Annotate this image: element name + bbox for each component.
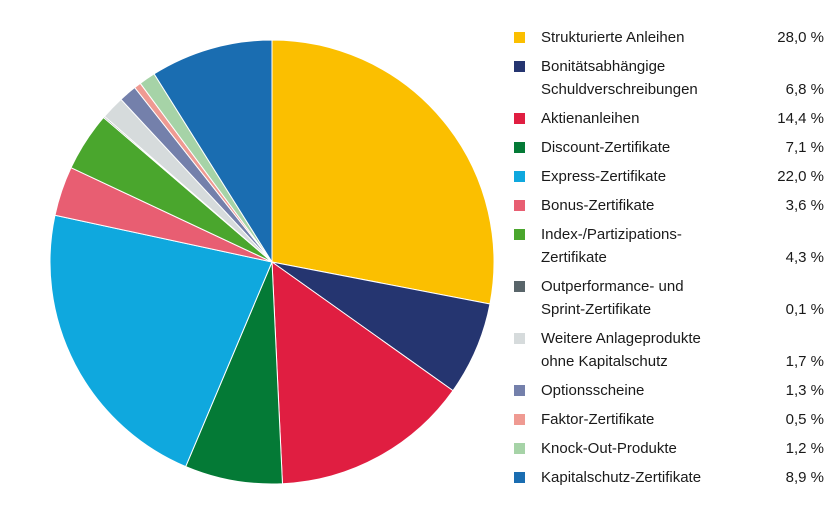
legend-value: 14,4 %: [777, 110, 824, 127]
legend-label: Express-Zertifikate: [541, 168, 667, 185]
legend-swatch: [514, 281, 525, 292]
legend: Strukturierte Anleihen 28,0 % Bonitätsabhä…: [514, 26, 824, 495]
legend-swatch: [514, 229, 525, 240]
pie-slice-3: [271, 261, 454, 485]
legend-item: Strukturierte Anleihen 28,0 %: [514, 26, 824, 49]
legend-value: 22,0 %: [777, 168, 824, 185]
legend-label: Aktienanleihen: [541, 110, 640, 127]
legend-value: 0,5 %: [785, 411, 824, 428]
pie-slice-1: [271, 39, 495, 305]
legend-item: Kapitalschutz-Zertifikate 8,9 %: [514, 466, 824, 489]
legend-label: Weitere Anlageprodukte ohne Kapitalschutz: [541, 330, 701, 370]
legend-label: Discount-Zertifikate: [541, 139, 671, 156]
legend-swatch: [514, 443, 525, 454]
legend-swatch: [514, 171, 525, 182]
legend-label: Knock-Out-Produkte: [541, 440, 677, 457]
legend-item: Weitere Anlageprodukte ohne Kapitalschutz…: [514, 327, 824, 373]
legend-swatch: [514, 142, 525, 153]
legend-swatch: [514, 414, 525, 425]
legend-swatch: [514, 32, 525, 43]
legend-item: Express-Zertifikate 22,0 %: [514, 165, 824, 188]
legend-value: 6,8 %: [785, 81, 824, 98]
legend-value: 1,3 %: [785, 382, 824, 399]
legend-item: Aktienanleihen 14,4 %: [514, 107, 824, 130]
legend-swatch: [514, 113, 525, 124]
legend-swatch: [514, 200, 525, 211]
legend-label: Bonitätsabhängige Schuldverschreibungen: [541, 58, 698, 98]
pie-slice-5: [49, 214, 273, 468]
legend-item: Discount-Zertifikate 7,1 %: [514, 136, 824, 159]
legend-swatch: [514, 333, 525, 344]
legend-value: 0,1 %: [785, 301, 824, 318]
legend-item: Faktor-Zertifikate 0,5 %: [514, 408, 824, 431]
legend-value: 7,1 %: [785, 139, 824, 156]
legend-label: Faktor-Zertifikate: [541, 411, 655, 428]
legend-label: Kapitalschutz-Zertifikate: [541, 469, 702, 486]
legend-swatch: [514, 472, 525, 483]
legend-item: Optionsscheine 1,3 %: [514, 379, 824, 402]
legend-value: 4,3 %: [785, 249, 824, 266]
legend-value: 28,0 %: [777, 29, 824, 46]
legend-item: Knock-Out-Produkte 1,2 %: [514, 437, 824, 460]
legend-label: Optionsscheine: [541, 382, 645, 399]
legend-value: 3,6 %: [785, 197, 824, 214]
legend-swatch: [514, 385, 525, 396]
legend-swatch: [514, 61, 525, 72]
legend-item: Index-/Partizipations- Zertifikate 4,3 %: [514, 223, 824, 269]
legend-item: Bonus-Zertifikate 3,6 %: [514, 194, 824, 217]
legend-label: Index-/Partizipations- Zertifikate: [541, 226, 682, 266]
pie-slice-13: [153, 39, 273, 263]
legend-label: Outperformance- und Sprint-Zertifikate: [541, 278, 684, 318]
legend-value: 8,9 %: [785, 469, 824, 486]
legend-item: Outperformance- und Sprint-Zertifikate 0,1…: [514, 275, 824, 321]
legend-value: 1,7 %: [785, 353, 824, 370]
legend-value: 1,2 %: [785, 440, 824, 457]
legend-label: Strukturierte Anleihen: [541, 29, 685, 46]
legend-label: Bonus-Zertifikate: [541, 197, 655, 214]
legend-item: Bonitätsabhängige Schuldverschreibungen 6,…: [514, 55, 824, 101]
